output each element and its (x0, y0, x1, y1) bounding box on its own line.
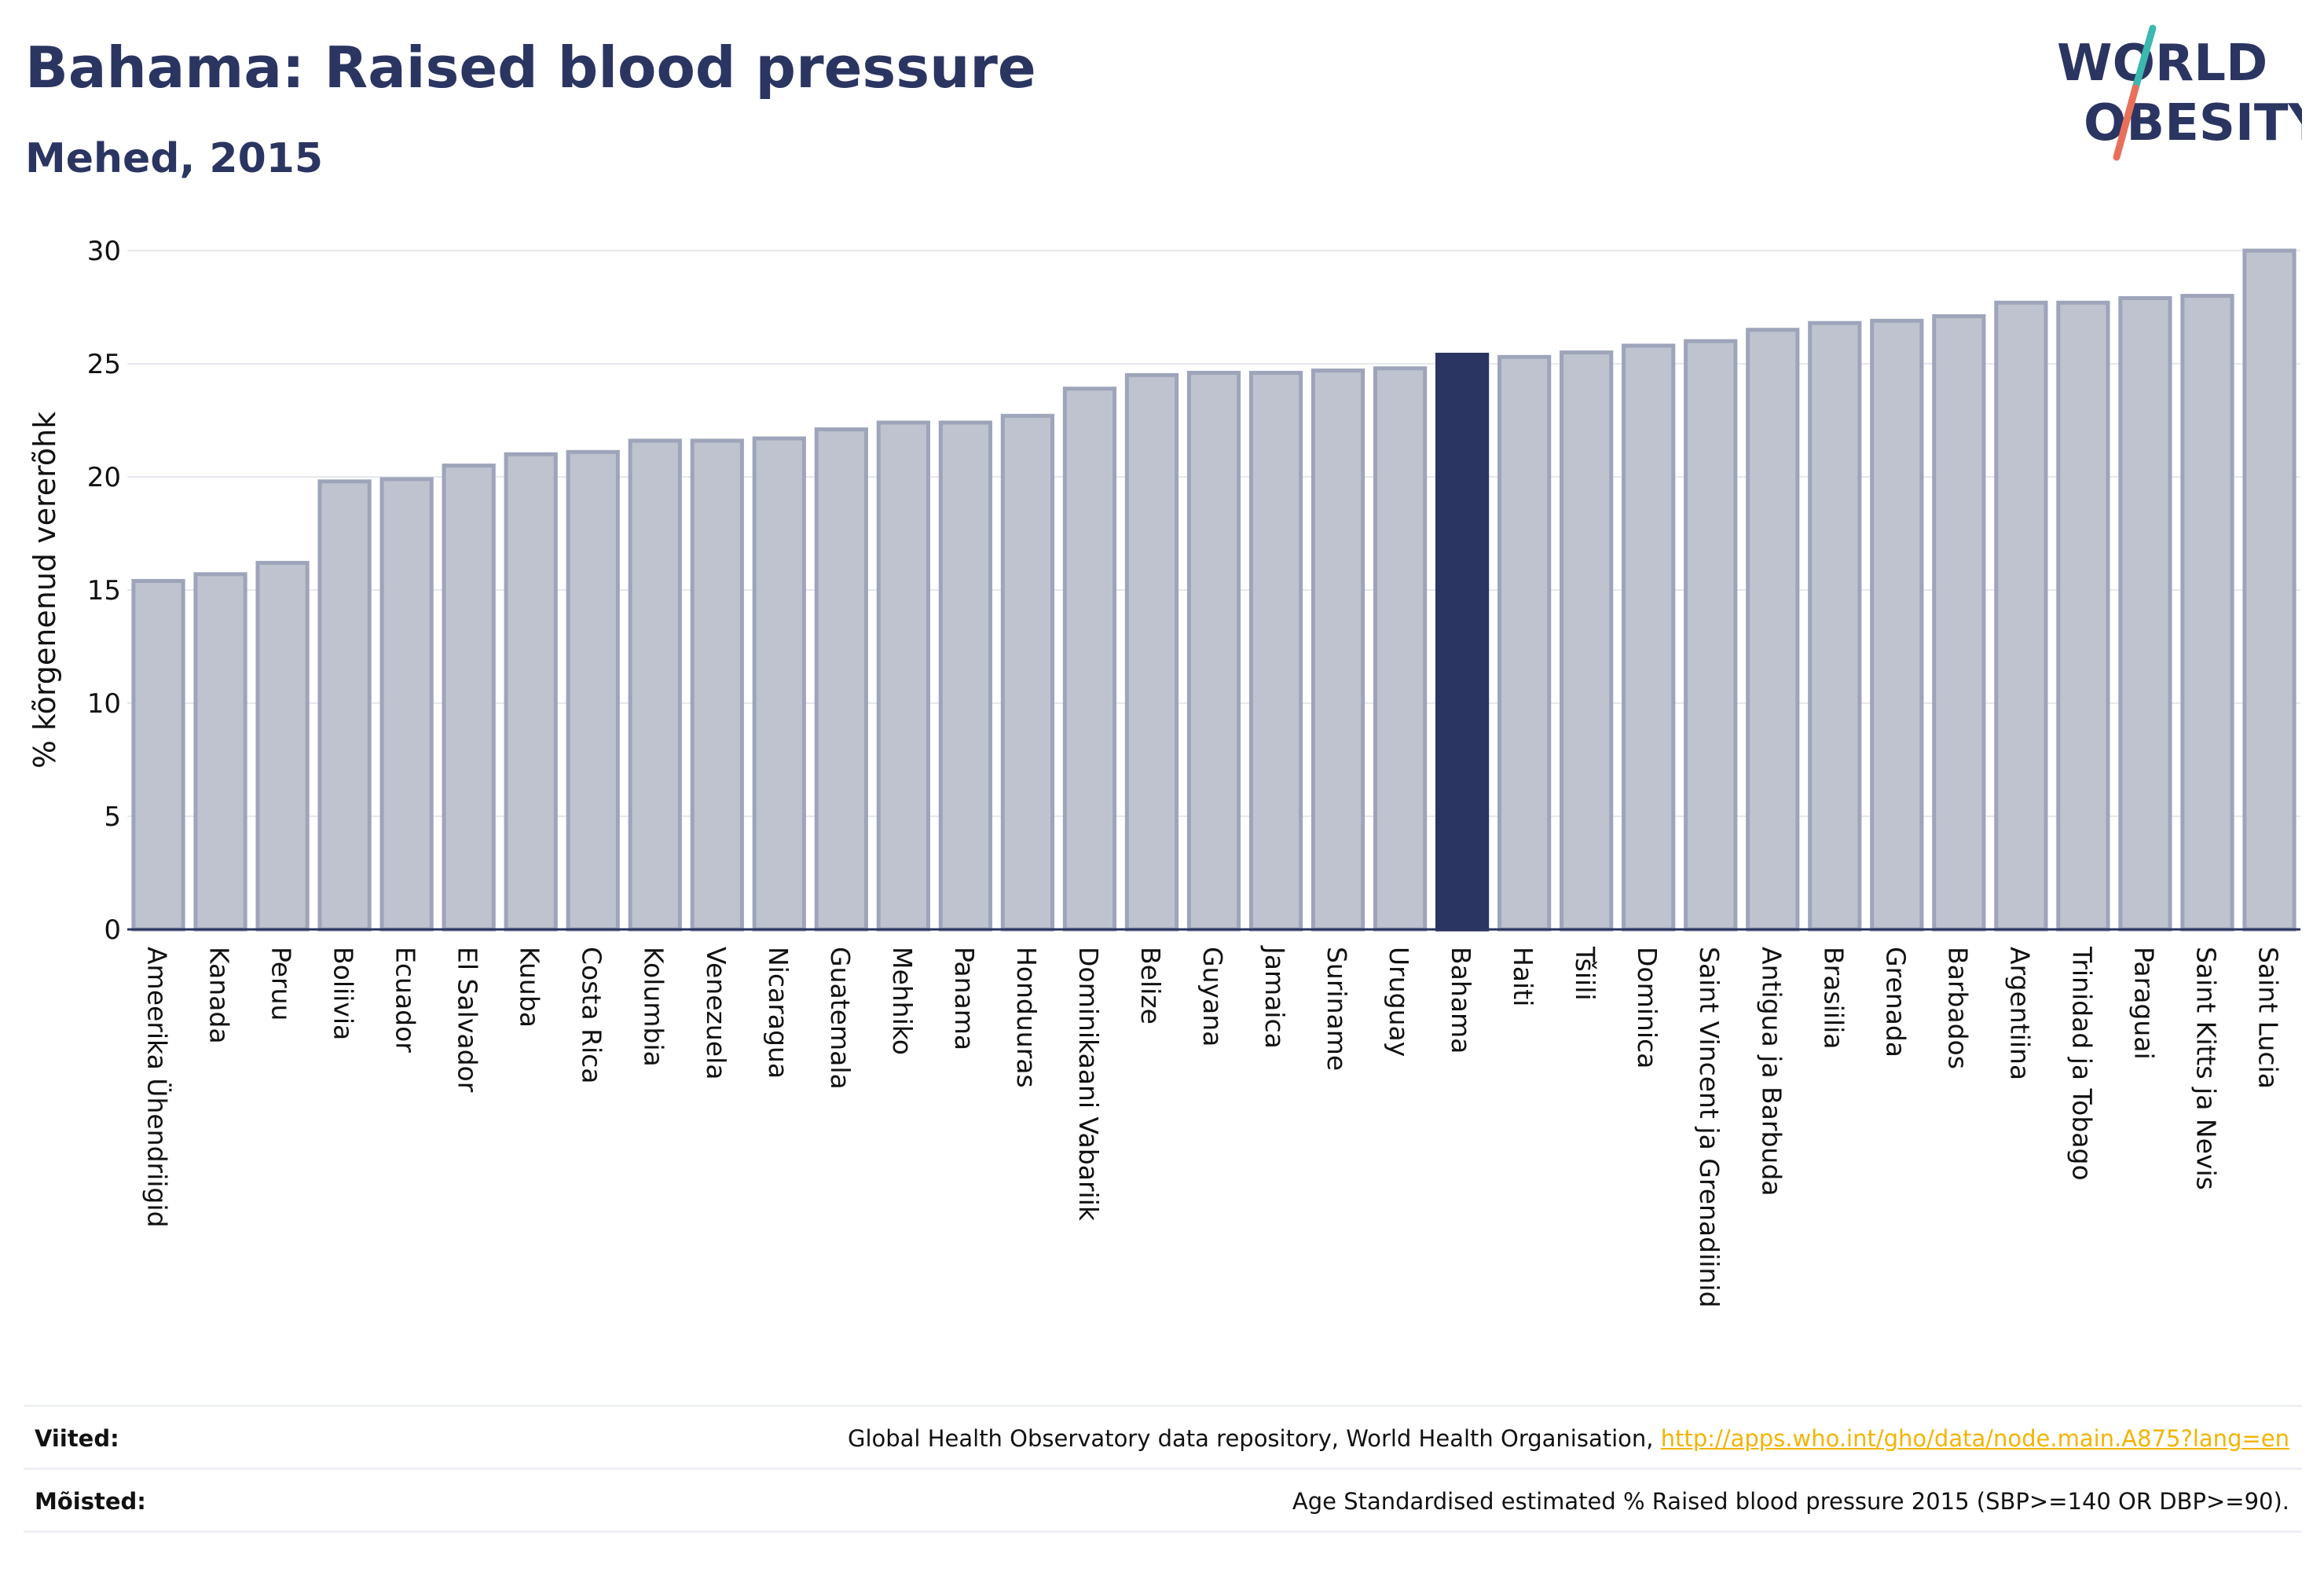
bar (1000, 413, 1055, 932)
y-tick-label: 5 (104, 801, 121, 833)
bar (1746, 328, 1800, 932)
bar-chart: 0 5 10 15 20 25 30 Ameerika Ühendriigid Kanada P… (27, 236, 2300, 1307)
bar (1622, 343, 1676, 932)
x-category-label: Saint Vincent ja Grenadiinid (1694, 947, 1725, 1307)
bar (1062, 387, 1117, 932)
y-tick-label: 10 (87, 688, 121, 720)
bar (1497, 354, 1552, 932)
x-category-label: Saint Kitts ja Nevis (2190, 947, 2221, 1190)
bars (131, 248, 2297, 932)
bar (752, 436, 806, 932)
bar (814, 427, 868, 932)
x-category-label: Kanada (204, 947, 235, 1044)
x-category-label: Brasiilia (1818, 947, 1849, 1050)
bar (1870, 318, 1924, 932)
bar (255, 560, 310, 932)
x-category-label: Bahama (1446, 947, 1476, 1054)
x-category-label: Argentiina (2004, 947, 2035, 1080)
sources-text: Global Health Observatory data repositor… (847, 1425, 1661, 1452)
x-axis-labels: Ameerika Ühendriigid Kanada Peruu Boliivia E… (142, 945, 2284, 1307)
logo-line1: WORLD (2057, 35, 2267, 93)
y-tick-label: 20 (87, 462, 121, 493)
bar (2242, 248, 2297, 932)
definitions-label: Mõisted: (35, 1488, 146, 1515)
bar (379, 477, 434, 932)
bar (131, 578, 185, 932)
x-category-label: Ameerika Ühendriigid (142, 947, 174, 1228)
x-category-label: Ecuador (390, 947, 421, 1053)
bar (876, 420, 930, 932)
x-category-label: Jamaica (1259, 945, 1290, 1049)
x-category-label: Paraguai (2128, 947, 2159, 1060)
bar (1994, 300, 2048, 932)
x-category-label: El Salvador (453, 947, 483, 1093)
world-obesity-logo: WORLD OBESITY (2057, 24, 2302, 161)
definitions-row: Mõisted: Age Standardised estimated % Ra… (24, 1468, 2302, 1533)
bar (938, 420, 992, 932)
bar (1808, 321, 1862, 932)
definitions-value: Age Standardised estimated % Raised bloo… (1292, 1488, 2289, 1515)
bar (1560, 350, 1614, 932)
sources-row: Viited: Global Health Observatory data r… (24, 1405, 2302, 1470)
y-axis-ticks: 0 5 10 15 20 25 30 (87, 236, 121, 946)
bar (2180, 294, 2234, 932)
x-category-label: Venezuela (701, 947, 731, 1079)
y-axis-title: % kõrgenenud vererõhk (27, 412, 62, 769)
x-category-label: Antigua ja Barbuda (1756, 947, 1787, 1197)
x-category-label: Haiti (1508, 947, 1538, 1006)
bar (690, 438, 744, 932)
y-tick-label: 15 (87, 575, 121, 607)
x-category-label: Peruu (266, 947, 297, 1021)
x-category-label: Tšiili (1570, 946, 1600, 1001)
x-category-label: Panama (949, 947, 980, 1050)
bar (566, 449, 620, 932)
y-tick-label: 30 (87, 236, 121, 267)
chart-title: Bahama: Raised blood pressure (25, 35, 1036, 101)
chart-subtitle: Mehed, 2015 (25, 135, 324, 182)
bar-highlighted (1435, 352, 1490, 932)
x-category-label: Grenada (1880, 947, 1911, 1057)
x-category-label: Kuuba (515, 947, 545, 1028)
bar (1186, 371, 1241, 932)
bar (504, 452, 558, 932)
x-category-label: Boliivia (328, 947, 359, 1040)
footer-divider (24, 1530, 2302, 1533)
bar (2118, 295, 2172, 932)
bar (442, 464, 496, 932)
x-category-label: Barbados (1942, 947, 1973, 1069)
bar (1310, 368, 1365, 932)
bar (1684, 339, 1738, 932)
x-category-label: Honduuras (1011, 947, 1042, 1088)
x-category-label: Costa Rica (577, 947, 607, 1084)
bar (1124, 372, 1179, 932)
x-category-label: Mehhiko (887, 947, 918, 1055)
bar (2056, 300, 2110, 932)
logo-slash-bottom (2113, 84, 2139, 161)
logo-slash-top (2132, 24, 2157, 92)
sources-value: Global Health Observatory data repositor… (848, 1425, 2302, 1452)
x-category-label: Uruguay (1384, 947, 1414, 1057)
x-category-label: Saint Lucia (2253, 947, 2283, 1089)
y-tick-label: 0 (104, 914, 121, 946)
y-tick-label: 25 (87, 349, 121, 380)
bar (1248, 371, 1303, 932)
bar (193, 572, 247, 932)
x-category-label: Kolumbia (639, 947, 669, 1067)
x-category-label: Guyana (1197, 947, 1228, 1046)
x-category-label: Belize (1135, 947, 1166, 1024)
bar (1373, 366, 1428, 932)
x-category-label: Dominica (1632, 947, 1662, 1068)
x-category-label: Suriname (1321, 947, 1352, 1071)
sources-link[interactable]: http://apps.who.int/gho/data/node.main.A… (1660, 1425, 2289, 1452)
sources-label: Viited: (35, 1425, 119, 1452)
x-category-label: Dominikaani Vabariik (1073, 947, 1104, 1222)
bar (317, 479, 372, 932)
bar (1932, 314, 1986, 932)
x-category-label: Guatemala (825, 947, 856, 1090)
bar (628, 438, 682, 932)
x-category-label: Nicaragua (763, 947, 794, 1079)
x-category-label: Trinidad ja Tobago (2066, 946, 2097, 1181)
